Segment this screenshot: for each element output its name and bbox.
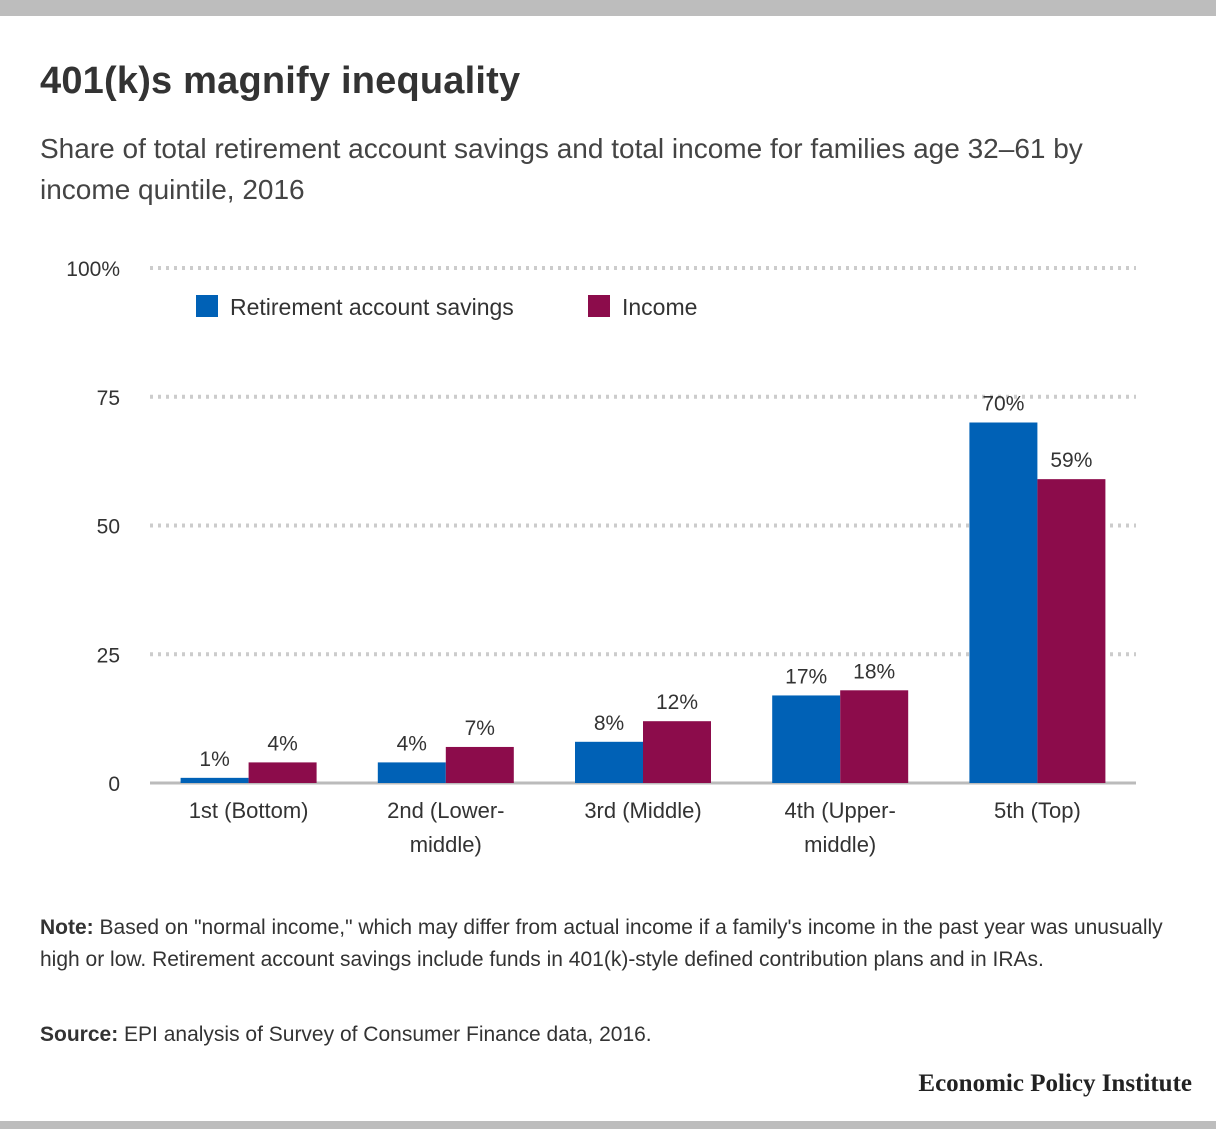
legend-swatch-savings [196, 295, 218, 317]
x-tick-label: 5th (Top) [994, 798, 1081, 823]
note-label: Note: [40, 916, 94, 939]
data-label: 1% [199, 748, 229, 771]
legend-swatch-income [588, 295, 610, 317]
x-tick-label: middle) [410, 832, 482, 857]
chart-title: 401(k)s magnify inequality [40, 60, 521, 102]
bar-income [248, 762, 317, 783]
bar-income [1037, 479, 1106, 783]
bar-income [840, 690, 909, 783]
y-tick-label: 100% [66, 258, 120, 281]
data-label: 17% [785, 665, 827, 688]
top-border [0, 0, 1216, 16]
x-tick-label: middle) [804, 832, 876, 857]
bottom-border [0, 1121, 1216, 1129]
data-label: 8% [594, 712, 624, 735]
legend-label: Retirement account savings [230, 294, 514, 320]
y-tick-label: 25 [97, 644, 120, 667]
bar-retirement-savings [969, 422, 1038, 783]
y-tick-label: 0 [108, 773, 120, 796]
x-tick-label: 2nd (Lower- [387, 798, 504, 823]
data-label: 7% [465, 717, 495, 740]
chart-note: Note: Based on "normal income," which ma… [40, 912, 1180, 976]
note-text: Based on "normal income," which may diff… [40, 916, 1163, 971]
legend-label: Income [622, 294, 697, 320]
source-label: Source: [40, 1023, 119, 1046]
data-label: 4% [267, 732, 297, 755]
y-tick-label: 75 [97, 387, 120, 410]
epi-logo: Economic Policy Institute [918, 1070, 1192, 1097]
data-label: 18% [853, 660, 895, 683]
source-text: EPI analysis of Survey of Consumer Finan… [118, 1023, 652, 1046]
data-label: 59% [1050, 449, 1092, 472]
bar-retirement-savings [377, 762, 446, 783]
data-label: 12% [656, 691, 698, 714]
bar-chart: 0 25 50 75 100% 1% 4% 1st (Bottom) 4% 7% 2nd (Lowe… [66, 258, 1136, 857]
x-tick-label: 3rd (Middle) [584, 798, 701, 823]
bar-retirement-savings [180, 777, 249, 783]
data-label: 4% [397, 732, 427, 755]
chart-source: Source: EPI analysis of Survey of Consum… [40, 1019, 1180, 1051]
data-label: 70% [982, 393, 1024, 416]
y-tick-label: 50 [97, 516, 120, 539]
bar-retirement-savings [575, 741, 643, 783]
bar-retirement-savings [772, 695, 841, 783]
x-tick-label: 1st (Bottom) [189, 798, 309, 823]
x-tick-label: 4th (Upper- [785, 798, 896, 823]
bar-income [643, 721, 711, 783]
bar-income [445, 746, 514, 783]
chart-subtitle: Share of total retirement account saving… [40, 133, 1083, 205]
